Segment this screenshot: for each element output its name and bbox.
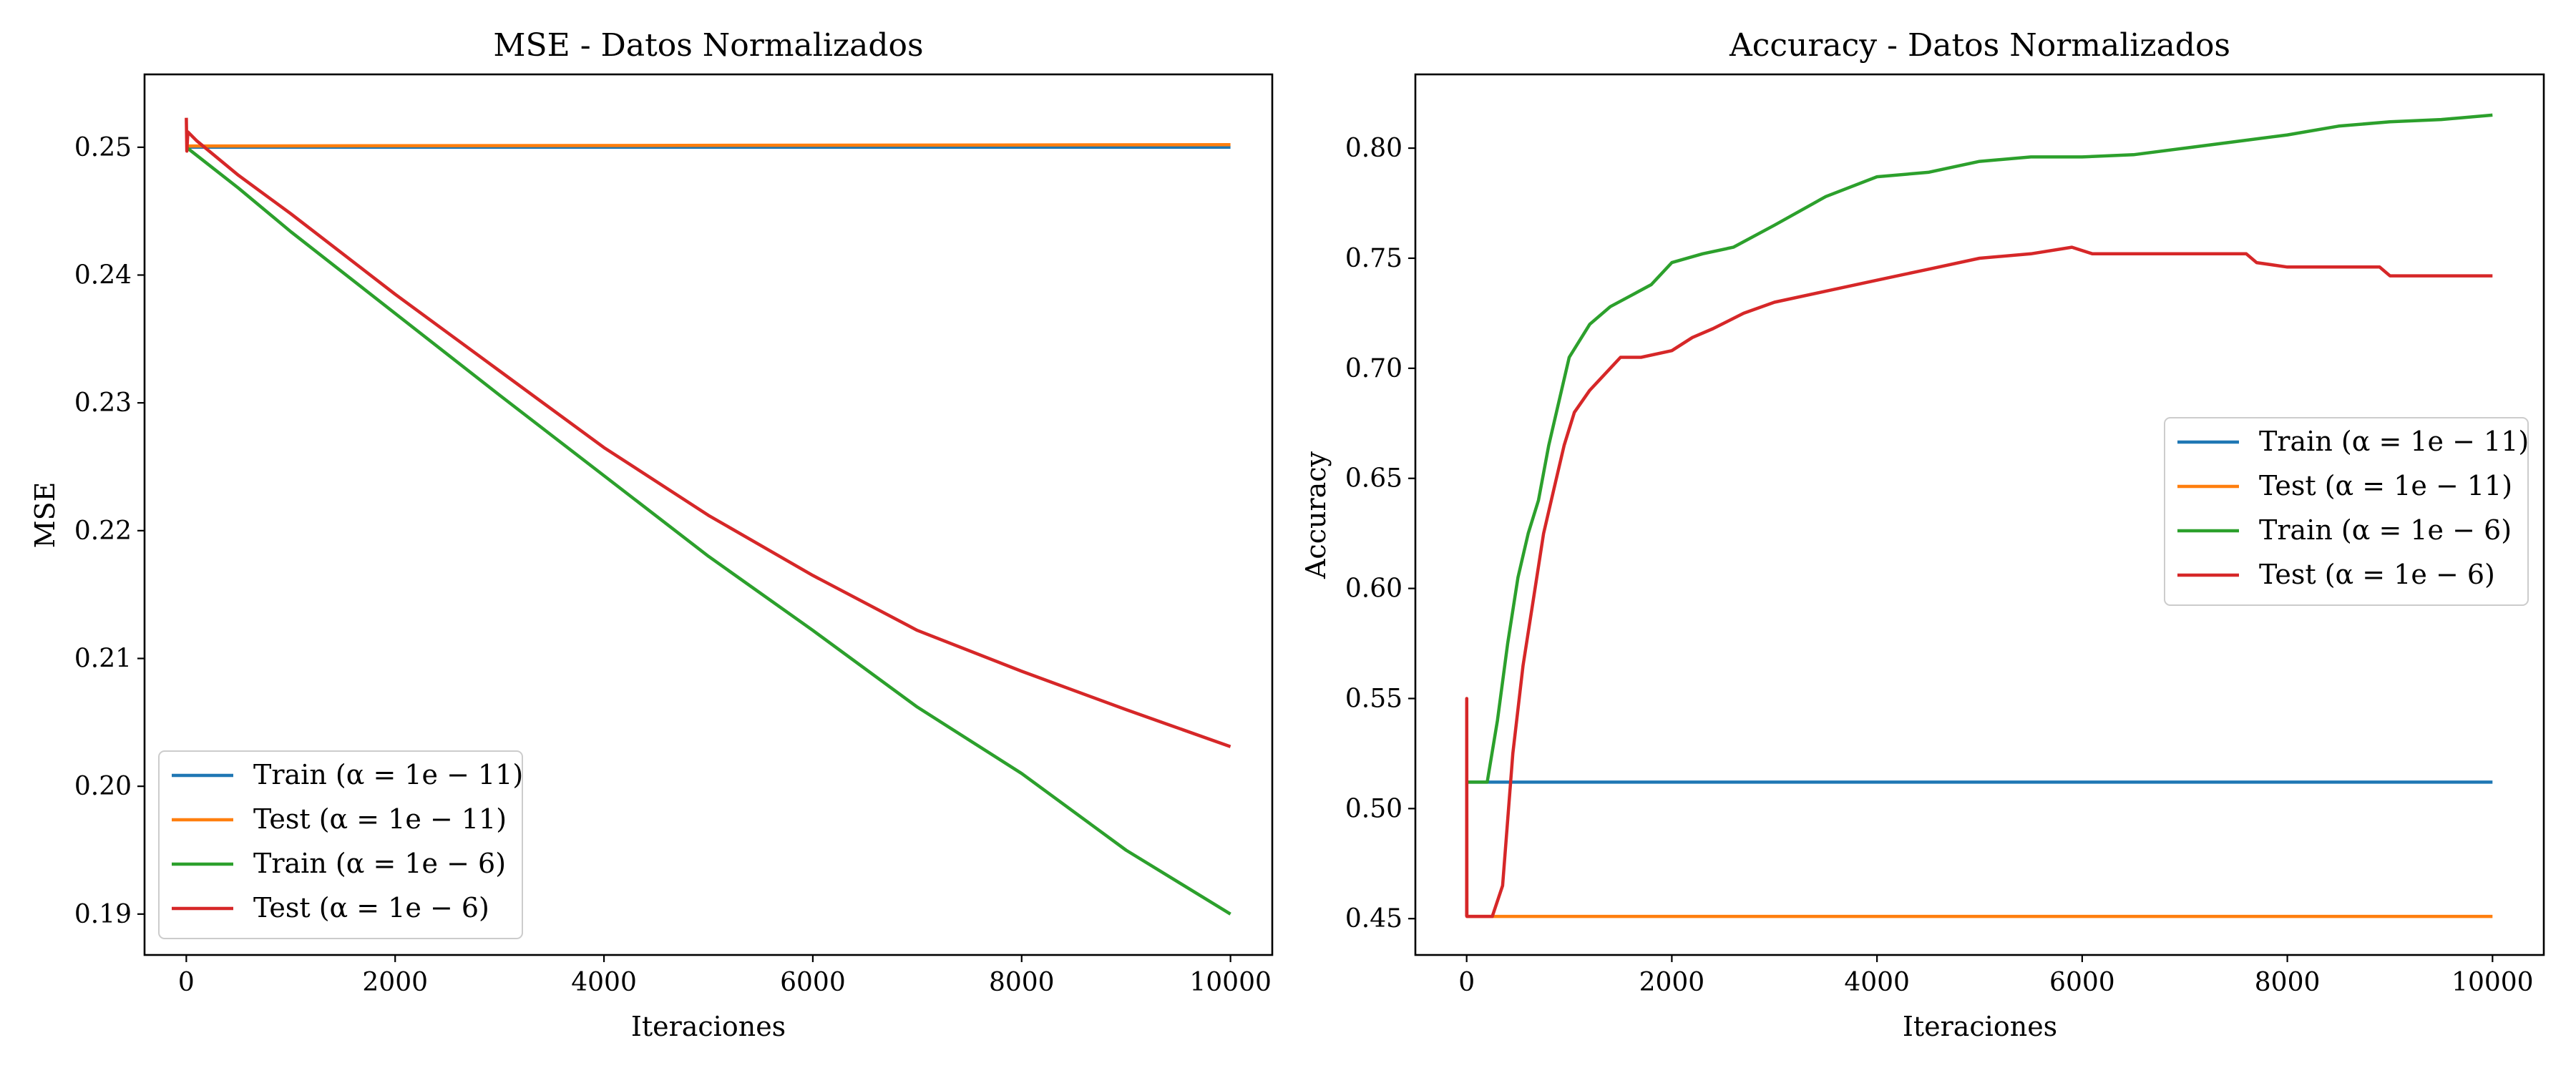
x-tick-label: 6000 bbox=[2049, 968, 2115, 997]
mse-plot-xticks: 0 2000 4000 6000 8000 10000 bbox=[178, 955, 1272, 997]
y-tick-label: 0.70 bbox=[1345, 354, 1402, 383]
accuracy-plot-xlabel: Iteraciones bbox=[1903, 1011, 2057, 1042]
y-tick-label: 0.65 bbox=[1345, 464, 1402, 494]
accuracy-plot-ylabel: Accuracy bbox=[1300, 451, 1332, 579]
mse-plot-legend: Train (α = 1e − 11) Test (α = 1e − 11) Tra… bbox=[158, 750, 523, 939]
legend-label: Train (α = 1e − 6) bbox=[253, 848, 506, 879]
accuracy-plot-series bbox=[1465, 113, 2493, 918]
legend-label: Test (α = 1e − 6) bbox=[2259, 559, 2495, 590]
legend-label: Train (α = 1e − 11) bbox=[253, 759, 523, 790]
x-tick-label: 8000 bbox=[2255, 968, 2321, 997]
mse-plot-ylabel: MSE bbox=[29, 482, 61, 549]
accuracy-plot: Accuracy - Datos Normalizados Iteracione… bbox=[1300, 27, 2545, 1042]
x-tick-label: 0 bbox=[1458, 968, 1475, 997]
y-tick-label: 0.23 bbox=[74, 388, 132, 418]
mse-plot-yticks: 0.19 0.20 0.21 0.22 0.23 0.24 0.25 bbox=[74, 133, 145, 929]
y-tick-label: 0.20 bbox=[74, 772, 132, 801]
x-tick-label: 2000 bbox=[362, 968, 428, 997]
x-tick-label: 6000 bbox=[780, 968, 846, 997]
accuracy-plot-title: Accuracy - Datos Normalizados bbox=[1729, 27, 2230, 64]
x-tick-label: 10000 bbox=[2451, 968, 2534, 997]
y-tick-label: 0.25 bbox=[74, 133, 132, 162]
y-tick-label: 0.24 bbox=[74, 261, 132, 290]
accuracy-plot-frame bbox=[1414, 73, 2545, 956]
y-tick-label: 0.55 bbox=[1345, 684, 1402, 713]
series-line-3 bbox=[185, 117, 1231, 748]
legend-box bbox=[2164, 417, 2529, 606]
legend-label: Test (α = 1e − 11) bbox=[253, 803, 507, 835]
legend-box bbox=[158, 750, 523, 939]
series-line-2 bbox=[1466, 113, 2493, 784]
accuracy-plot-xticks: 0 2000 4000 6000 8000 10000 bbox=[1458, 955, 2534, 997]
accuracy-plot-legend: Train (α = 1e − 11) Test (α = 1e − 11) Tra… bbox=[2164, 417, 2529, 606]
x-tick-label: 4000 bbox=[1844, 968, 1910, 997]
mse-plot-frame bbox=[143, 73, 1274, 956]
legend-label: Train (α = 1e − 11) bbox=[2259, 426, 2529, 457]
legend-label: Test (α = 1e − 6) bbox=[253, 892, 489, 923]
y-tick-label: 0.50 bbox=[1345, 794, 1402, 823]
legend-label: Test (α = 1e − 11) bbox=[2259, 470, 2512, 501]
y-tick-label: 0.75 bbox=[1345, 244, 1402, 273]
mse-plot-title: MSE - Datos Normalizados bbox=[493, 27, 923, 64]
series-line-3 bbox=[1465, 245, 2493, 918]
y-tick-label: 0.21 bbox=[74, 644, 132, 673]
y-tick-label: 0.22 bbox=[74, 516, 132, 546]
series-line-2 bbox=[185, 146, 1231, 916]
x-tick-label: 4000 bbox=[571, 968, 637, 997]
y-tick-label: 0.80 bbox=[1345, 134, 1402, 163]
mse-plot-series bbox=[185, 117, 1231, 916]
accuracy-plot-yticks: 0.45 0.50 0.55 0.60 0.65 0.70 0.75 0.80 bbox=[1345, 134, 1415, 934]
x-tick-label: 0 bbox=[178, 968, 195, 997]
y-tick-label: 0.60 bbox=[1345, 574, 1402, 604]
mse-plot: MSE - Datos Normalizados Iteraciones MSE… bbox=[29, 27, 1274, 1042]
x-tick-label: 2000 bbox=[1639, 968, 1705, 997]
mse-plot-xlabel: Iteraciones bbox=[631, 1011, 786, 1042]
legend-label: Train (α = 1e − 6) bbox=[2259, 514, 2512, 546]
series-line-1 bbox=[186, 143, 1231, 148]
x-tick-label: 10000 bbox=[1189, 968, 1272, 997]
y-tick-label: 0.19 bbox=[74, 900, 132, 929]
y-tick-label: 0.45 bbox=[1345, 904, 1402, 934]
x-tick-label: 8000 bbox=[989, 968, 1055, 997]
